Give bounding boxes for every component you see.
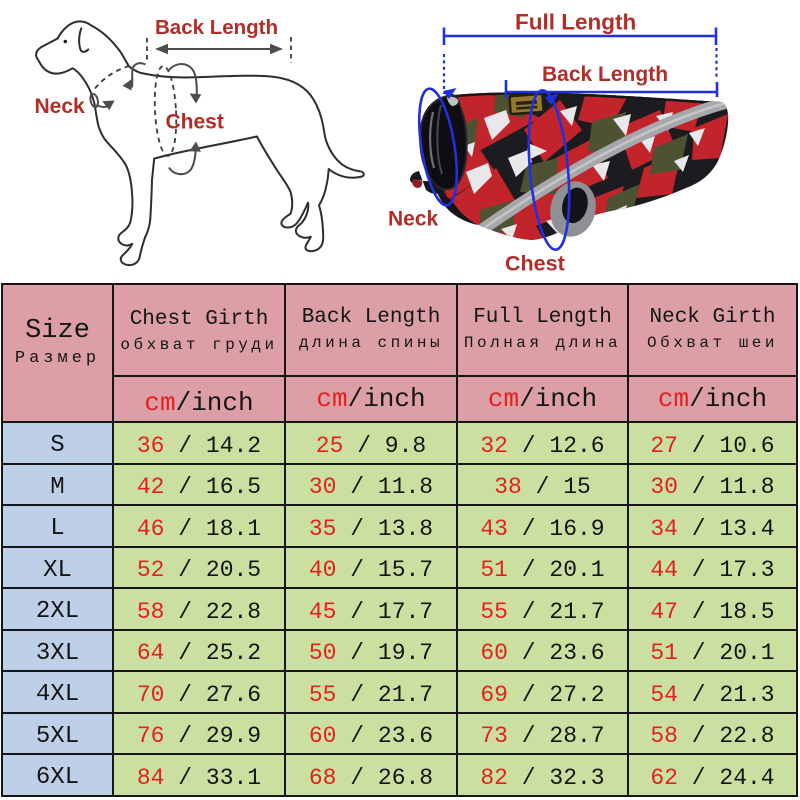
svg-text:Chest: Chest [166, 111, 224, 134]
svg-text:Chest: Chest [505, 252, 565, 276]
svg-text:Neck: Neck [35, 95, 86, 118]
svg-text:Back Length: Back Length [155, 16, 278, 39]
svg-text:Back Length: Back Length [542, 63, 668, 86]
svg-text:Neck: Neck [388, 208, 439, 231]
svg-text:Full Length: Full Length [515, 10, 636, 35]
